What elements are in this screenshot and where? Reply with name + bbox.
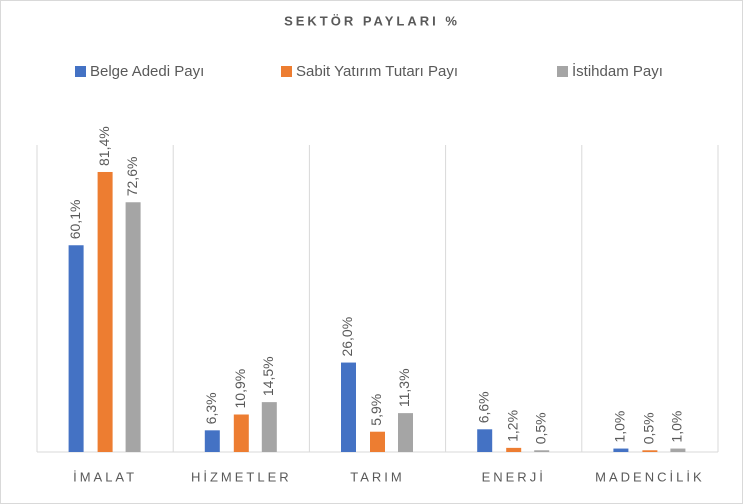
legend-label: İstihdam Payı: [572, 62, 663, 80]
chart-title: SEKTÖR PAYLARI %: [284, 13, 460, 28]
data-label: 0,5%: [641, 412, 657, 444]
x-tick-label: ENERJİ: [482, 469, 546, 484]
data-label: 0,5%: [532, 412, 548, 444]
x-tick-label: İMALAT: [73, 469, 137, 484]
bar: [97, 171, 113, 452]
bar: [204, 430, 220, 452]
data-label: 26,0%: [339, 317, 355, 357]
bar: [642, 450, 658, 452]
bar: [398, 413, 413, 452]
bar: [534, 450, 550, 452]
data-label: 10,9%: [232, 369, 248, 409]
x-tick-label: HİZMETLER: [191, 469, 292, 484]
data-label: 81,4%: [96, 126, 112, 166]
legend-swatch: [557, 66, 568, 77]
data-label: 1,0%: [669, 411, 685, 443]
bar: [341, 362, 356, 452]
data-label: 72,6%: [124, 157, 140, 197]
data-label: 1,0%: [612, 411, 628, 443]
bar: [477, 429, 493, 452]
bar: [125, 202, 141, 452]
data-label: 5,9%: [368, 394, 384, 426]
data-label: 6,3%: [203, 392, 219, 424]
bar: [370, 431, 385, 452]
data-label: 60,1%: [67, 200, 83, 240]
bar: [613, 448, 629, 452]
legend-swatch: [281, 66, 292, 77]
bar: [68, 245, 84, 452]
bar: [506, 447, 522, 452]
data-label: 6,6%: [475, 391, 491, 423]
data-label: 11,3%: [396, 368, 412, 407]
legend-label: Belge Adedi Payı: [90, 63, 204, 80]
bar: [670, 448, 686, 452]
legend-swatch: [75, 66, 86, 77]
bar: [261, 402, 277, 452]
x-tick-label: TARIM: [350, 469, 404, 484]
data-label: 14,5%: [260, 356, 276, 396]
x-tick-label: MADENCİLİK: [595, 469, 704, 484]
legend-label: Sabit Yatırım Tutarı Payı: [296, 63, 458, 80]
bar: [233, 414, 249, 452]
data-label: 1,2%: [504, 410, 520, 442]
